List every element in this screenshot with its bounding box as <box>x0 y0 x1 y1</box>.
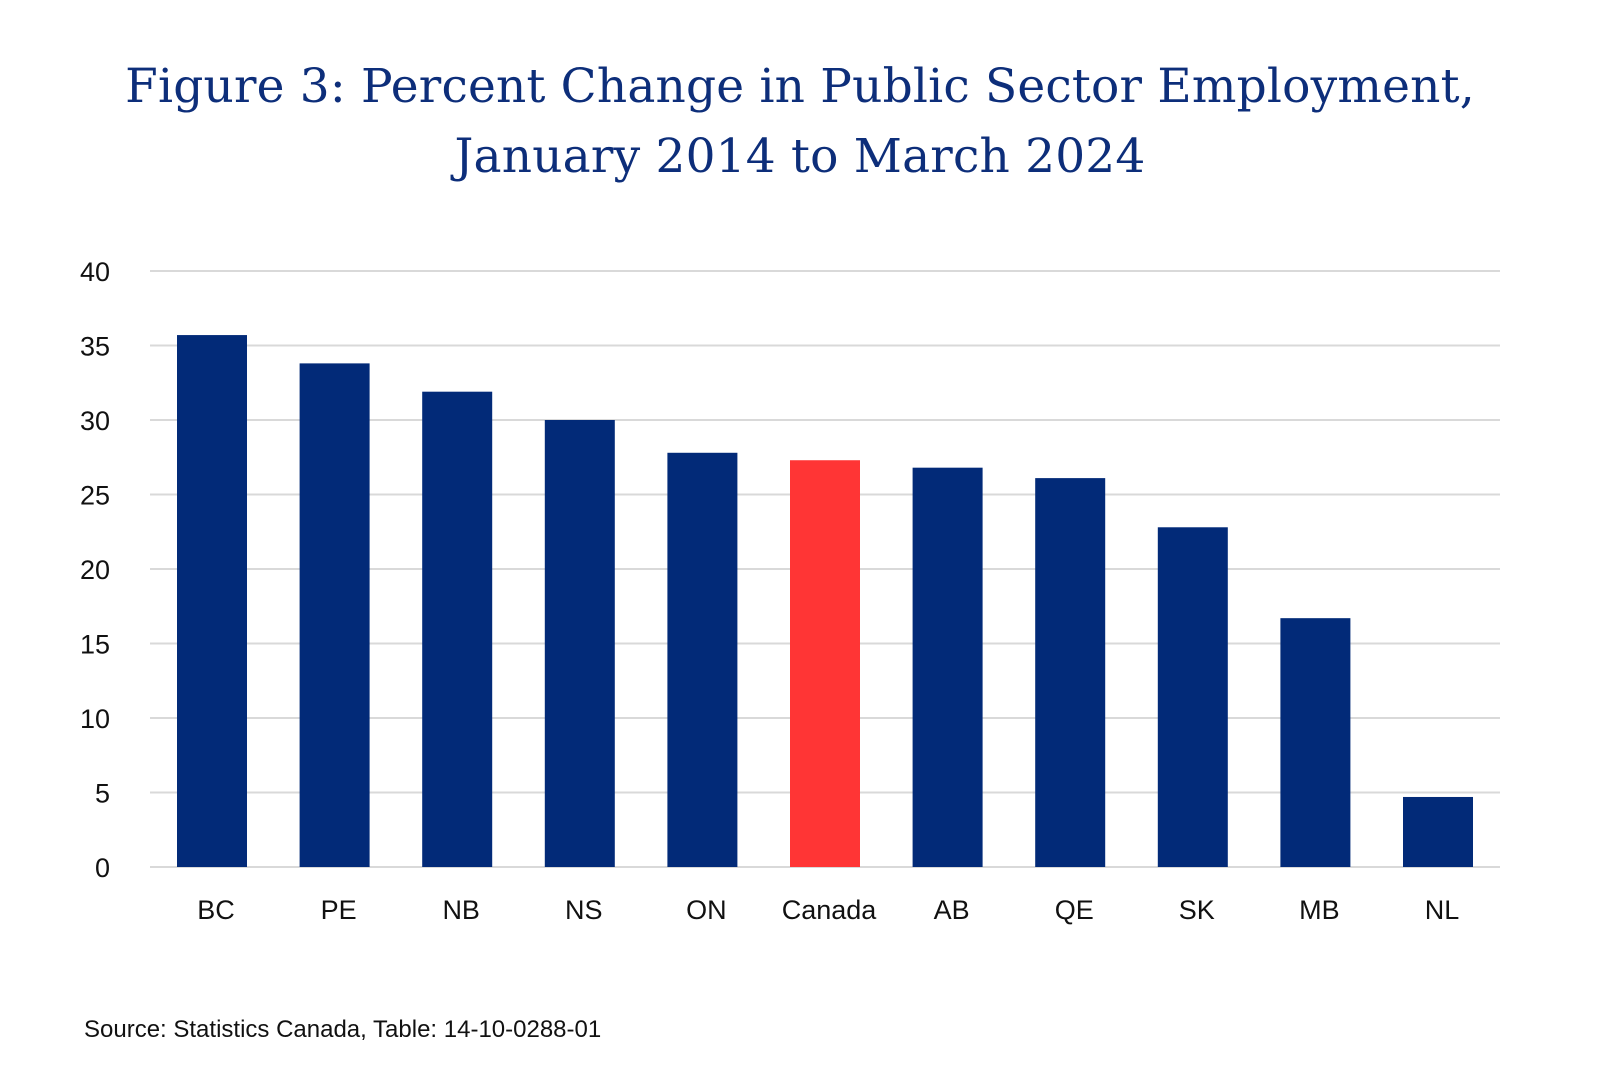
bars <box>177 335 1473 867</box>
bar-ab <box>912 467 983 867</box>
y-tick-label-25: 25 <box>80 481 110 511</box>
x-tick-label-canada: Canada <box>782 895 878 925</box>
y-tick-label-0: 0 <box>95 853 110 883</box>
chart-title-line-1: Figure 3: Percent Change in Public Secto… <box>125 59 1475 114</box>
bar-sk <box>1157 527 1228 867</box>
y-tick-label-40: 40 <box>80 257 110 287</box>
x-tick-label-nb: NB <box>442 895 480 925</box>
x-tick-label-sk: SK <box>1179 895 1215 925</box>
bar-pe <box>299 363 370 867</box>
bar-canada <box>790 460 860 867</box>
x-tick-label-ab: AB <box>934 895 970 925</box>
x-tick-label-pe: PE <box>321 895 357 925</box>
x-tick-label-nl: NL <box>1425 895 1460 925</box>
x-axis-category-labels: BC PE NB NS ON Canada AB QE SK MB NL <box>197 895 1459 925</box>
bar-nb <box>422 391 493 867</box>
bar-nl <box>1403 796 1473 867</box>
y-tick-label-35: 35 <box>80 332 110 362</box>
bar-ns <box>544 420 615 867</box>
source-note: Source: Statistics Canada, Table: 14-10-… <box>84 1016 602 1043</box>
y-tick-label-30: 30 <box>80 406 110 436</box>
x-tick-label-qe: QE <box>1055 895 1094 925</box>
y-tick-label-15: 15 <box>80 630 110 660</box>
bar-on <box>667 452 738 867</box>
y-tick-label-20: 20 <box>80 555 110 585</box>
chart-title: Figure 3: Percent Change in Public Secto… <box>0 52 1600 192</box>
x-tick-label-ns: NS <box>565 895 603 925</box>
x-tick-label-on: ON <box>686 895 727 925</box>
bar-mb <box>1280 618 1351 867</box>
y-axis-tick-labels: 0 5 10 15 20 25 30 35 40 <box>80 257 110 883</box>
bar-chart: 0 5 10 15 20 25 30 35 40 BC PE NB NS ON Canada AB QE SK M… <box>80 257 1500 925</box>
bar-bc <box>177 335 247 867</box>
x-tick-label-mb: MB <box>1299 895 1340 925</box>
bar-qe <box>1035 478 1106 867</box>
x-tick-label-bc: BC <box>197 895 235 925</box>
chart-title-line-2: January 2014 to March 2024 <box>454 129 1146 184</box>
y-tick-label-5: 5 <box>95 779 110 809</box>
y-tick-label-10: 10 <box>80 704 110 734</box>
